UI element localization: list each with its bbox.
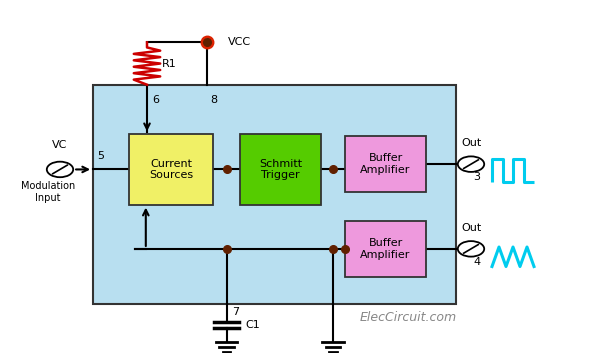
- Text: Out: Out: [461, 138, 481, 149]
- Text: R1: R1: [162, 59, 177, 68]
- Text: 5: 5: [97, 151, 104, 161]
- Text: 4: 4: [473, 257, 481, 267]
- Text: Out: Out: [461, 223, 481, 233]
- Text: 7: 7: [233, 307, 239, 317]
- Circle shape: [458, 156, 484, 172]
- Text: +: +: [203, 37, 211, 47]
- Circle shape: [458, 241, 484, 257]
- Circle shape: [47, 162, 73, 177]
- FancyBboxPatch shape: [129, 134, 213, 205]
- Text: VCC: VCC: [228, 37, 251, 47]
- Text: Buffer
Amplifier: Buffer Amplifier: [361, 153, 410, 175]
- FancyBboxPatch shape: [240, 134, 321, 205]
- FancyBboxPatch shape: [345, 136, 426, 192]
- Text: Buffer
Amplifier: Buffer Amplifier: [361, 238, 410, 260]
- Text: Current
Sources: Current Sources: [149, 158, 193, 180]
- Text: 6: 6: [152, 95, 159, 105]
- Text: Modulation: Modulation: [21, 181, 75, 191]
- Text: VC: VC: [52, 140, 68, 150]
- Text: C1: C1: [246, 320, 260, 330]
- Text: ElecCircuit.com: ElecCircuit.com: [359, 311, 457, 324]
- FancyBboxPatch shape: [345, 221, 426, 277]
- Text: 3: 3: [473, 172, 481, 182]
- Text: 8: 8: [210, 95, 217, 105]
- Text: Input: Input: [35, 193, 61, 203]
- Text: Schmitt
Trigger: Schmitt Trigger: [259, 158, 302, 180]
- FancyBboxPatch shape: [93, 85, 456, 304]
